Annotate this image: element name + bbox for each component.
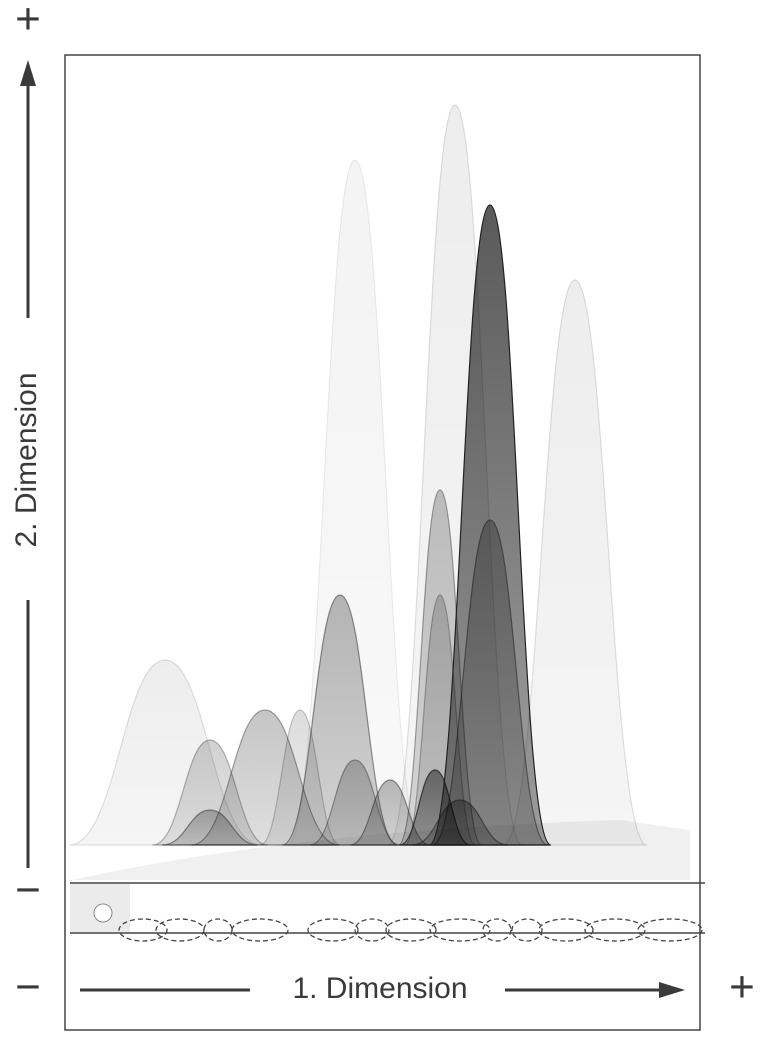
vertical-plus: + — [15, 0, 41, 44]
horizontal-label: 1. Dimension — [292, 972, 467, 1005]
horizontal-minus: − — [15, 963, 41, 1012]
vertical-minus: − — [15, 866, 41, 915]
page: + 2. Dimension − − 1. Dimension + (() =>… — [0, 0, 766, 1038]
gel-figure: + 2. Dimension − − 1. Dimension + — [0, 0, 766, 1038]
vertical-label: 2. Dimension — [10, 372, 43, 547]
horizontal-plus: + — [729, 963, 755, 1012]
sample-hole — [94, 904, 112, 922]
